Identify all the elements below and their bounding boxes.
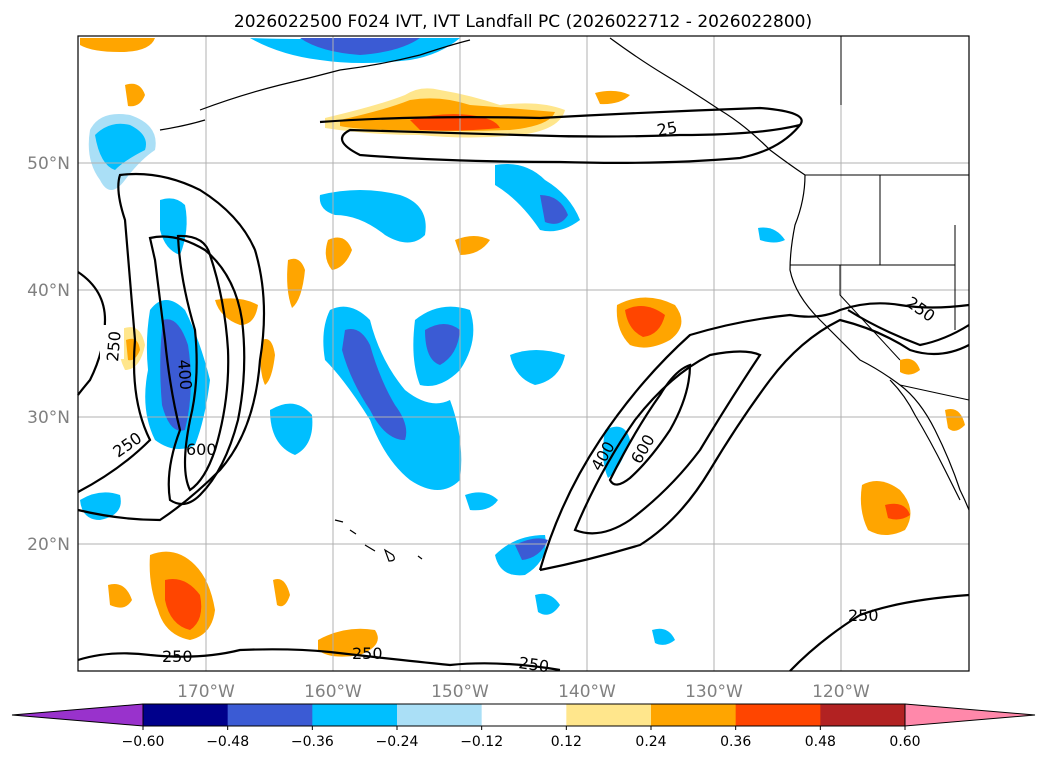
pc-fill-blob — [595, 90, 630, 105]
colorbar-segment — [481, 704, 567, 726]
map-panel: 250 250 400 600 25 400 600 250 250 250 2… — [77, 35, 970, 676]
lat-label: 20°N — [27, 535, 70, 555]
colorbar-tick-label: 0.48 — [805, 734, 836, 750]
pc-fill-blob — [325, 237, 352, 270]
colorbar-tick-label: −0.60 — [122, 734, 165, 750]
aleutian-chain — [159, 119, 206, 131]
contour-400-middle — [573, 350, 762, 535]
pc-fill-blob — [535, 593, 560, 615]
pc-fill-blob — [465, 492, 498, 511]
pc-fill-blob — [260, 339, 275, 385]
pc-fill-blob — [273, 579, 290, 607]
pc-fill-blob — [287, 258, 305, 308]
colorbar-outline — [142, 703, 906, 727]
colorbar-tick-label: 0.12 — [551, 734, 582, 750]
colorbar-tick-label: 0.36 — [720, 734, 751, 750]
contour-label-250: 250 — [162, 647, 193, 666]
contour-label-400: 400 — [174, 359, 196, 391]
contour-label-250: 250 — [848, 606, 879, 625]
pc-fill-blob — [319, 190, 426, 243]
lon-label: 170°W — [177, 682, 235, 702]
political-borders — [790, 36, 970, 401]
pc-fill-blob — [945, 409, 965, 431]
colorbar-segment — [651, 704, 737, 726]
pc-fill-blob — [160, 198, 187, 255]
contour-250-south-east — [789, 593, 970, 672]
colorbar-segment — [397, 704, 483, 726]
pc-fill-blob — [885, 503, 910, 520]
lon-label: 130°W — [685, 682, 743, 702]
contour-600-west — [176, 234, 230, 492]
lon-label: 160°W — [304, 682, 362, 702]
contour-label-250: 250 — [517, 653, 550, 676]
contour-250-middle-inner — [539, 318, 970, 572]
pc-fill-blob — [160, 319, 191, 431]
pc-fill-blob — [165, 579, 202, 630]
colorbar-tick-label: −0.36 — [291, 734, 334, 750]
alaska-islands — [199, 39, 471, 111]
contour-label-250: 250 — [352, 644, 383, 663]
us-mexico-border — [899, 384, 970, 401]
colorbar-tick-label: −0.12 — [460, 734, 503, 750]
colorbar-tick-label: 0.60 — [889, 734, 920, 750]
baja-coast — [889, 379, 961, 501]
pc-fill-blob — [540, 195, 568, 224]
pc-fill-blob — [860, 481, 911, 535]
longitude-labels: 170°W 160°W 150°W 140°W 130°W 120°W — [177, 682, 870, 702]
pc-fill-blob — [625, 306, 665, 337]
colorbar-segment — [312, 704, 398, 726]
label-mask — [100, 325, 124, 359]
contour-400-west — [148, 235, 246, 506]
colorbar-segment — [143, 704, 229, 726]
contour-250-north — [319, 106, 803, 164]
colorbar: −0.60 −0.48 −0.36 −0.24 −0.12 0.12 0.24 0.36 0.4… — [11, 703, 1036, 750]
lon-label: 150°W — [431, 682, 489, 702]
colorbar-tick-label: −0.24 — [376, 734, 419, 750]
colorbar-tick-label: −0.48 — [206, 734, 249, 750]
colorbar-extend-high — [904, 703, 1036, 727]
pc-fill-blob — [300, 38, 420, 55]
contour-250-middle — [538, 302, 970, 571]
pc-fill-blob — [652, 628, 675, 645]
pc-fill-blob — [126, 338, 140, 361]
pc-fill-blob — [342, 329, 407, 440]
colorbar-segment — [735, 704, 821, 726]
map-frame — [77, 35, 970, 672]
contour-label-250: 250 — [103, 330, 125, 362]
pc-fill-blob — [270, 403, 313, 455]
map-title: 2026022500 F024 IVT, IVT Landfall PC (20… — [234, 12, 812, 32]
pc-fill-blob — [425, 324, 460, 365]
ivt-contours — [77, 106, 970, 672]
pc-fill-blob — [215, 298, 258, 325]
latitude-labels: 50°N 40°N 30°N 20°N — [27, 154, 70, 555]
lat-label: 40°N — [27, 281, 70, 301]
pc-fill-blob — [95, 123, 146, 170]
state-line — [839, 265, 901, 361]
pc-fill-blob — [510, 350, 565, 385]
contour-label-600: 600 — [186, 440, 217, 459]
hawaii-islands — [334, 519, 423, 562]
contour-600-middle — [608, 363, 692, 486]
colorbar-extend-low — [11, 703, 144, 727]
lon-label: 140°W — [558, 682, 616, 702]
contour-250-ca — [847, 309, 970, 347]
pc-fill-blob — [900, 358, 920, 375]
pc-fill-blob — [758, 227, 785, 243]
colorbar-segment — [566, 704, 652, 726]
pc-fill-blob — [125, 83, 145, 107]
lat-label: 50°N — [27, 154, 70, 174]
pc-fill-blob — [455, 236, 490, 255]
contour-250-south — [77, 648, 561, 672]
lon-label: 120°W — [812, 682, 870, 702]
lat-label: 30°N — [27, 408, 70, 428]
pc-fill-layer — [80, 38, 965, 657]
colorbar-tick-label: 0.24 — [635, 734, 666, 750]
pc-fill-blob — [80, 38, 155, 52]
colorbar-segment — [820, 704, 906, 726]
pc-fill-blob — [108, 584, 132, 608]
contour-label-250: 25 — [655, 118, 678, 140]
contour-250-west-loop — [77, 172, 266, 522]
colorbar-segment — [227, 704, 313, 726]
